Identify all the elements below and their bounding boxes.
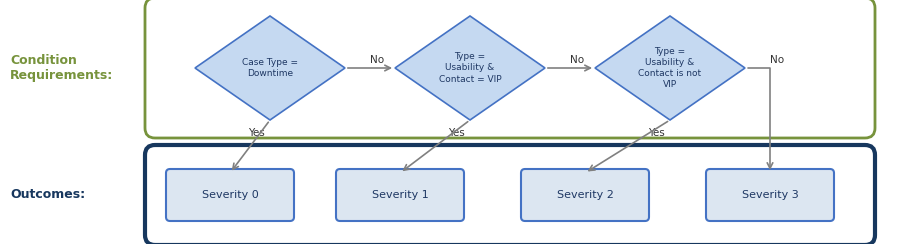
FancyBboxPatch shape bbox=[336, 169, 464, 221]
Text: No: No bbox=[570, 55, 584, 65]
Text: Yes: Yes bbox=[648, 128, 665, 138]
Polygon shape bbox=[395, 16, 545, 120]
Text: No: No bbox=[770, 55, 785, 65]
Text: No: No bbox=[370, 55, 385, 65]
Polygon shape bbox=[595, 16, 745, 120]
Text: Type =
Usability &
Contact is not
VIP: Type = Usability & Contact is not VIP bbox=[639, 47, 701, 89]
Text: Severity 2: Severity 2 bbox=[557, 190, 613, 200]
Text: Type =
Usability &
Contact = VIP: Type = Usability & Contact = VIP bbox=[439, 52, 502, 84]
Text: Case Type =
Downtime: Case Type = Downtime bbox=[242, 58, 298, 78]
Text: Severity 1: Severity 1 bbox=[372, 190, 428, 200]
FancyBboxPatch shape bbox=[521, 169, 649, 221]
FancyBboxPatch shape bbox=[166, 169, 294, 221]
FancyBboxPatch shape bbox=[706, 169, 834, 221]
Text: Yes: Yes bbox=[448, 128, 464, 138]
Text: Severity 0: Severity 0 bbox=[201, 190, 258, 200]
Text: Outcomes:: Outcomes: bbox=[10, 189, 85, 202]
Polygon shape bbox=[195, 16, 345, 120]
Text: Yes: Yes bbox=[248, 128, 265, 138]
Text: Severity 3: Severity 3 bbox=[742, 190, 798, 200]
Text: Condition
Requirements:: Condition Requirements: bbox=[10, 54, 113, 82]
